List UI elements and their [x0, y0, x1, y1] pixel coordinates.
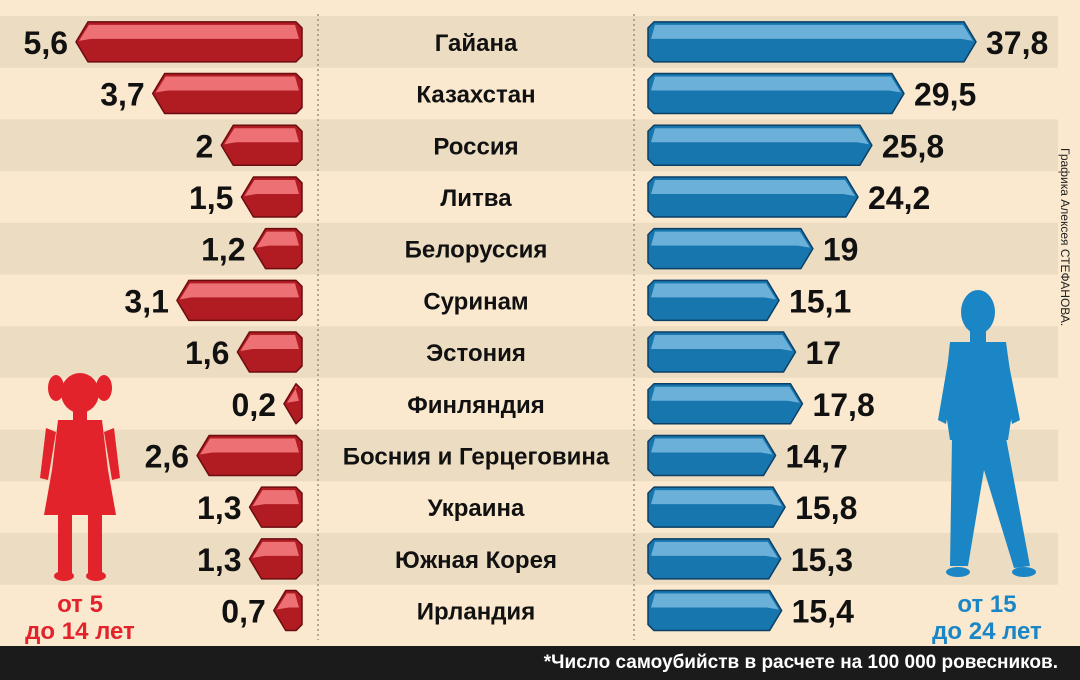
bar-age-15-24-highlight: [651, 76, 901, 93]
country-label: Литва: [440, 185, 512, 212]
value-label-5-14: 1,3: [197, 490, 241, 526]
footnote: *Число самоубийств в расчете на 100 000 …: [0, 646, 1080, 680]
country-label: Суринам: [423, 288, 528, 315]
bar-age-15-24-highlight: [651, 490, 783, 507]
row-stripe: [0, 222, 1058, 275]
bar-age-5-14-highlight: [224, 128, 299, 145]
value-label-15-24: 19: [823, 232, 859, 268]
row-stripe: [0, 429, 1058, 482]
row-stripe: [0, 326, 1058, 378]
value-label-5-14: 2: [195, 128, 213, 164]
bar-age-15-24-highlight: [651, 438, 773, 455]
boy-silhouette-icon: [938, 290, 1036, 577]
value-label-15-24: 15,4: [792, 594, 854, 630]
value-label-5-14: 1,2: [201, 232, 245, 268]
country-label: Украина: [428, 495, 525, 522]
bar-age-15-24-highlight: [651, 179, 855, 196]
bar-age-5-14-highlight: [200, 438, 299, 455]
country-label: Белоруссия: [405, 237, 548, 264]
chart-svg: Гайана Казахстан Россия Литва Белоруссия Сури…: [0, 14, 1058, 640]
value-label-15-24: 37,8: [986, 25, 1048, 61]
value-labels: 5,6 37,8 3,7 29,5 2 25,8 1,5 24,2 1,2 19 3,1 15,1 1,…: [24, 25, 1049, 630]
country-label: Босния и Герцеговина: [343, 443, 610, 470]
bar-age-5-14-highlight: [79, 24, 299, 41]
country-label: Эстония: [426, 340, 526, 367]
value-label-5-14: 2,6: [145, 438, 189, 474]
bars-youth-5-14: [75, 21, 303, 632]
value-label-5-14: 0,7: [221, 594, 265, 630]
dividers: [317, 14, 635, 640]
bar-age-5-14: [283, 383, 303, 425]
country-labels: Гайана Казахстан Россия Литва Белоруссия Сури…: [343, 30, 610, 626]
value-label-15-24: 17,8: [812, 387, 874, 423]
group-label-15-24: от 15 до 24 лет: [912, 591, 1062, 645]
value-label-15-24: 29,5: [914, 77, 976, 113]
value-label-15-24: 25,8: [882, 128, 944, 164]
value-label-15-24: 17: [806, 335, 842, 371]
bar-age-15-24-highlight: [651, 231, 810, 248]
row-stripes: [0, 16, 1058, 585]
bar-age-15-24-highlight: [651, 386, 800, 403]
value-label-5-14: 1,6: [185, 335, 229, 371]
value-label-5-14: 1,5: [189, 180, 233, 216]
bar-age-5-14-highlight: [155, 76, 299, 93]
bar-age-15-24-highlight: [651, 335, 793, 352]
value-label-5-14: 5,6: [24, 25, 68, 61]
credit-text: Графика Алексея СТЕФАНОВА.: [1058, 148, 1072, 327]
group-label-5-14-line2: до 14 лет: [25, 618, 135, 645]
row-stripe: [0, 533, 1058, 585]
value-label-5-14: 0,2: [232, 387, 276, 423]
bar-age-5-14-highlight: [240, 335, 299, 352]
bar-age-15-24-highlight: [651, 541, 778, 558]
value-label-15-24: 24,2: [868, 180, 930, 216]
bar-age-5-14-highlight: [276, 593, 299, 610]
bar-age-5-14-highlight: [179, 283, 299, 300]
value-label-5-14: 3,1: [124, 283, 168, 319]
value-label-15-24: 15,8: [795, 490, 857, 526]
bar-age-5-14-highlight: [244, 179, 299, 196]
country-label: Россия: [433, 133, 518, 160]
bar-age-15-24-highlight: [651, 128, 869, 145]
group-label-5-14-line1: от 5: [57, 591, 103, 618]
bar-age-15-24-highlight: [651, 24, 973, 41]
bar-age-5-14-highlight: [252, 490, 299, 507]
bar-age-15-24-highlight: [651, 283, 777, 300]
country-label: Ирландия: [417, 599, 535, 626]
bar-age-5-14-highlight: [256, 231, 299, 248]
country-label: Казахстан: [416, 82, 535, 109]
group-label-15-24-line2: до 24 лет: [932, 618, 1042, 645]
value-label-15-24: 15,1: [789, 283, 851, 319]
group-label-15-24-line1: от 15: [957, 591, 1017, 618]
bars-youth-15-24: [647, 21, 977, 632]
group-label-5-14: от 5 до 14 лет: [0, 591, 160, 645]
bar-age-5-14-highlight: [287, 386, 299, 403]
value-label-15-24: 14,7: [786, 438, 848, 474]
country-label: Южная Корея: [395, 547, 557, 574]
country-label: Гайана: [435, 30, 518, 57]
value-label-5-14: 1,3: [197, 542, 241, 578]
silhouettes: [40, 290, 1036, 581]
bar-age-5-14-highlight: [252, 541, 299, 558]
value-label-5-14: 3,7: [100, 77, 144, 113]
bar-age-15-24-highlight: [651, 593, 779, 610]
girl-silhouette-icon: [40, 373, 120, 581]
country-label: Финляндия: [407, 392, 544, 419]
row-stripe: [0, 119, 1058, 172]
value-label-15-24: 15,3: [791, 542, 853, 578]
